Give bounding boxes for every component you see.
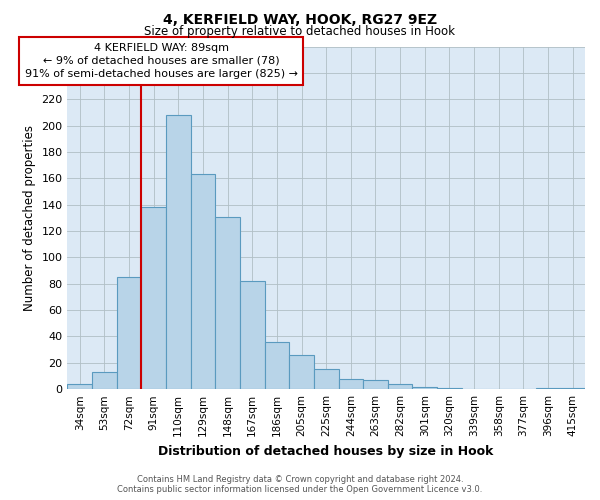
Bar [560,388,585,389]
X-axis label: Distribution of detached houses by size in Hook: Distribution of detached houses by size … [158,444,494,458]
Bar [166,115,191,389]
Text: 4, KERFIELD WAY, HOOK, RG27 9EZ: 4, KERFIELD WAY, HOOK, RG27 9EZ [163,12,437,26]
Text: 4 KERFIELD WAY: 89sqm
← 9% of detached houses are smaller (78)
91% of semi-detac: 4 KERFIELD WAY: 89sqm ← 9% of detached h… [25,43,298,79]
Bar [536,388,560,389]
Bar [92,372,116,389]
Bar [116,277,142,389]
Bar [412,386,437,389]
Bar [388,384,412,389]
Text: Contains HM Land Registry data © Crown copyright and database right 2024.
Contai: Contains HM Land Registry data © Crown c… [118,474,482,494]
Bar [191,174,215,389]
Bar [265,342,289,389]
Bar [437,388,462,389]
Bar [363,380,388,389]
Bar [338,378,363,389]
Bar [142,208,166,389]
Text: Size of property relative to detached houses in Hook: Size of property relative to detached ho… [145,25,455,38]
Bar [215,216,240,389]
Bar [289,355,314,389]
Y-axis label: Number of detached properties: Number of detached properties [23,125,35,311]
Bar [240,281,265,389]
Bar [314,370,338,389]
Bar [67,384,92,389]
